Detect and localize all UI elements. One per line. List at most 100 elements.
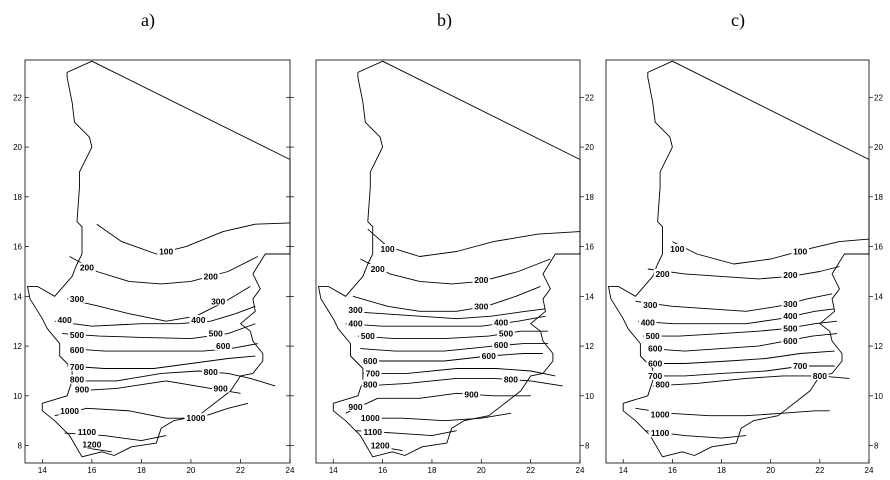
contour-label-1200: 1200 xyxy=(371,441,390,451)
contour-label-bg xyxy=(209,296,227,306)
y-tick-label-right: 8 xyxy=(874,442,879,451)
contour-label-bg xyxy=(462,389,481,399)
contour-line-300 xyxy=(348,308,546,320)
x-tick-label: 14 xyxy=(329,466,338,475)
contour-label-bg xyxy=(646,358,664,368)
x-tick-label: 22 xyxy=(526,466,535,475)
contour-label-bg xyxy=(78,262,96,272)
contour-label-1100: 1100 xyxy=(364,427,383,437)
contour-line-600 xyxy=(360,343,548,352)
x-tick-label: 18 xyxy=(137,466,146,475)
contour-label-500: 500 xyxy=(209,329,223,339)
contour-label-bg xyxy=(492,339,510,349)
contour-line-200 xyxy=(69,256,259,285)
contour-label-600: 600 xyxy=(363,356,377,366)
contour-line-900 xyxy=(345,392,531,414)
y-tick-label-right: 22 xyxy=(585,93,594,102)
contour-label-bg xyxy=(80,439,104,449)
contour-label-bg xyxy=(206,328,225,338)
x-tick-label: 16 xyxy=(87,466,96,475)
x-tick-label: 18 xyxy=(717,466,726,475)
contour-label-800: 800 xyxy=(813,371,827,381)
map-frame xyxy=(24,59,291,464)
contour-label-bg xyxy=(368,440,392,450)
contour-label-bg xyxy=(781,323,800,333)
contour-label-700: 700 xyxy=(793,361,807,371)
x-tick-label: 22 xyxy=(236,466,245,475)
contour-label-200: 200 xyxy=(80,263,94,273)
contour-label-400: 400 xyxy=(348,319,362,329)
x-tick-label: 22 xyxy=(815,466,824,475)
y-tick-label-right: 14 xyxy=(585,292,594,301)
contour-label-bg xyxy=(811,370,829,380)
contour-label-200: 200 xyxy=(204,271,218,281)
contour-label-bg xyxy=(73,384,91,394)
contour-label-600: 600 xyxy=(482,351,496,361)
contour-line-300 xyxy=(635,293,833,312)
contour-label-500: 500 xyxy=(361,331,375,341)
contour-line-800 xyxy=(74,370,276,387)
contour-line-500 xyxy=(62,323,256,340)
map-panel-a: 14 16 18 20 22 24 8 10 12 14 16 18 20 22 100 200 200 300 3… xyxy=(13,59,295,475)
contour-label-200: 200 xyxy=(783,270,797,280)
contour-label-400: 400 xyxy=(191,315,205,325)
contour-line-200 xyxy=(360,258,551,285)
contour-label-400: 400 xyxy=(58,315,72,325)
contour-label-bg xyxy=(668,244,687,254)
y-tick-label: 8 xyxy=(18,442,23,451)
contour-label-300: 300 xyxy=(783,299,797,309)
country-outline xyxy=(318,60,581,458)
contour-label-1000: 1000 xyxy=(186,413,205,423)
contour-label-200: 200 xyxy=(371,264,385,274)
contour-label-bg xyxy=(361,379,380,389)
x-tick-label: 24 xyxy=(865,466,874,475)
contour-label-300: 300 xyxy=(348,305,362,315)
map-frame xyxy=(315,59,581,464)
contour-line-500 xyxy=(357,330,548,340)
contour-label-900: 900 xyxy=(348,402,362,412)
contour-label-bg xyxy=(472,275,491,285)
x-tick-label: 18 xyxy=(428,466,437,475)
contour-label-bg xyxy=(211,383,230,393)
map-panel-c: 14 16 18 20 22 24 8 10 12 14 16 18 20 22 100 100 200 200 3… xyxy=(605,59,883,475)
contour-label-bg xyxy=(346,318,365,328)
contour-label-bg xyxy=(346,402,365,412)
country-outline xyxy=(608,60,870,458)
contour-label-bg xyxy=(781,336,800,346)
y-tick-label-right: 16 xyxy=(585,243,594,252)
contour-label-bg xyxy=(378,244,397,254)
contour-label-bg xyxy=(643,331,662,341)
contour-label-bg xyxy=(75,426,99,436)
contour-line-100 xyxy=(96,222,291,255)
contour-label-1000: 1000 xyxy=(651,409,670,419)
contour-label-bg xyxy=(361,356,380,366)
x-tick-label: 16 xyxy=(668,466,677,475)
map-panel-b: 14 16 18 20 22 24 8 10 12 14 16 18 20 22 100 200 200 300 3… xyxy=(315,59,594,475)
contour-label-bg xyxy=(646,370,664,380)
contour-label-bg xyxy=(68,344,86,354)
contour-label-bg xyxy=(653,268,672,278)
y-tick-label: 16 xyxy=(13,243,22,252)
contour-line-100 xyxy=(672,238,870,265)
contour-label-bg xyxy=(791,246,809,256)
contour-line-400 xyxy=(637,308,835,325)
x-tick-label: 24 xyxy=(286,466,295,475)
contour-label-bg xyxy=(492,317,510,327)
contour-line-700 xyxy=(67,355,256,369)
contour-label-400: 400 xyxy=(494,317,508,327)
contour-label-bg xyxy=(472,301,491,311)
contour-label-bg xyxy=(497,328,515,338)
contour-label-bg xyxy=(359,331,377,341)
contour-label-700: 700 xyxy=(648,371,662,381)
y-tick-label: 20 xyxy=(13,143,22,152)
x-tick-label: 24 xyxy=(576,466,585,475)
contour-label-1000: 1000 xyxy=(361,413,380,423)
contour-label-1100: 1100 xyxy=(78,427,97,437)
contour-label-bg xyxy=(157,246,175,256)
contour-line-600 xyxy=(69,343,258,352)
y-tick-label-right: 18 xyxy=(585,193,594,202)
contour-label-bg xyxy=(184,413,208,423)
contour-line-1000 xyxy=(54,402,249,419)
contour-label-700: 700 xyxy=(366,368,380,378)
contour-label-300: 300 xyxy=(70,294,84,304)
